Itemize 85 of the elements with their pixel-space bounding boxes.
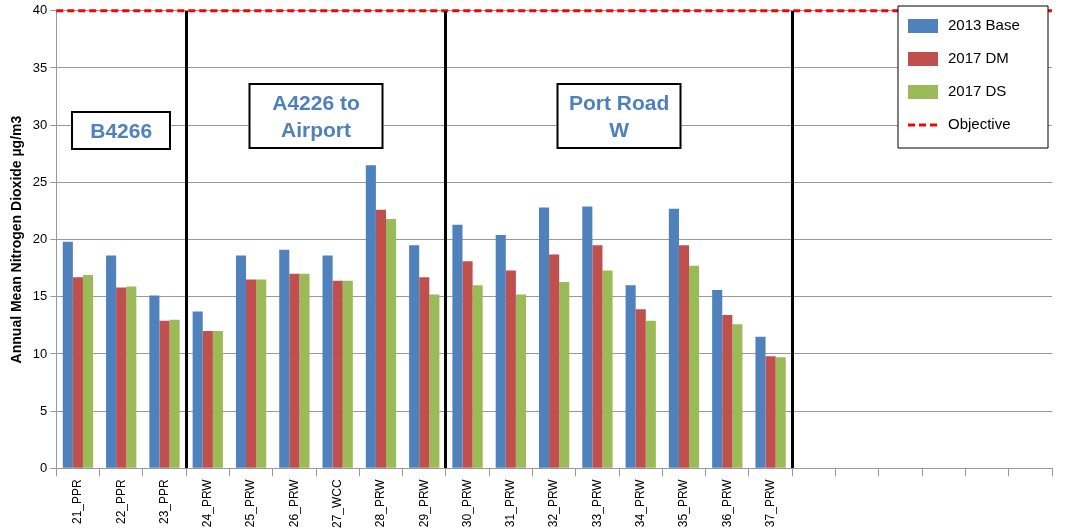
bar — [765, 356, 776, 468]
y-tick-label: 15 — [32, 288, 48, 304]
x-tick-label: 36_PRW — [719, 478, 734, 528]
bar — [342, 280, 353, 468]
legend-label: 2013 Base — [948, 16, 1020, 34]
x-tick-label: 26_PRW — [286, 478, 301, 528]
bar — [126, 286, 137, 468]
bar — [625, 285, 636, 468]
x-tick-label: 23_PPR — [156, 478, 171, 525]
bar — [559, 281, 570, 468]
bar — [419, 277, 430, 468]
x-tick-label: 30_PRW — [459, 478, 474, 528]
bar — [289, 273, 300, 468]
bar — [409, 245, 420, 468]
bar — [452, 224, 463, 468]
bar — [732, 324, 743, 468]
bar — [775, 357, 786, 468]
x-tick-label: 22_PPR — [113, 478, 128, 525]
bar — [62, 241, 73, 468]
x-tick-label: 21_PPR — [70, 478, 85, 525]
bar — [106, 255, 117, 468]
x-tick-label: 35_PRW — [676, 478, 691, 528]
x-tick-label: 32_PRW — [546, 478, 561, 528]
y-tick-label: 25 — [32, 173, 48, 189]
bar — [365, 165, 376, 468]
bar — [592, 245, 603, 468]
bar — [582, 206, 593, 468]
x-tick-label: 31_PRW — [503, 478, 518, 528]
y-tick-label: 0 — [40, 459, 48, 475]
y-tick-label: 40 — [32, 2, 48, 18]
bar — [678, 245, 690, 468]
y-tick-label: 20 — [32, 231, 48, 247]
bar — [689, 265, 700, 468]
bar — [538, 207, 550, 468]
bar — [505, 270, 516, 468]
x-tick-label: 37_PRW — [762, 478, 777, 528]
bar — [212, 331, 223, 468]
bar — [755, 336, 766, 468]
bar — [116, 287, 127, 468]
bar — [159, 320, 170, 468]
y-tick-label: 35 — [32, 59, 48, 75]
legend-label: 2017 DS — [948, 82, 1007, 100]
x-tick-label: 33_PRW — [589, 478, 604, 528]
x-tick-label: 34_PRW — [633, 478, 648, 528]
bar — [375, 209, 387, 468]
annotation: B4266 — [71, 110, 172, 150]
y-axis-title: Annual Mean Nitrogen Dioxide µg/m3 — [8, 115, 25, 364]
bar — [386, 218, 397, 468]
bar — [645, 320, 656, 468]
x-tick-label: 27_WCC — [329, 478, 344, 529]
bar — [668, 208, 679, 468]
x-tick-label: 24_PRW — [200, 478, 215, 528]
bar — [202, 331, 213, 468]
bar — [722, 315, 733, 468]
bar — [429, 294, 440, 468]
bar — [712, 289, 723, 468]
x-tick-label: 25_PRW — [243, 478, 258, 528]
bar — [495, 234, 506, 468]
x-tick-label: 29_PRW — [416, 478, 431, 528]
bar — [82, 275, 94, 468]
bar — [72, 277, 83, 468]
y-tick-label: 10 — [32, 345, 48, 361]
legend-label: 2017 DM — [948, 49, 1009, 67]
bar — [322, 255, 333, 468]
bar — [515, 294, 526, 468]
bar — [462, 261, 473, 468]
bar — [472, 285, 483, 468]
bar — [635, 309, 646, 468]
bar — [256, 279, 267, 468]
bar — [192, 311, 203, 468]
bar — [299, 273, 310, 468]
annotation: A4226 to Airport — [248, 82, 384, 149]
bar — [549, 254, 560, 468]
bar — [149, 295, 160, 468]
legend-label: Objective — [948, 115, 1011, 133]
y-tick-label: 5 — [40, 402, 48, 418]
bar — [169, 319, 180, 468]
bar — [332, 280, 343, 468]
x-tick-label: 28_PRW — [373, 478, 388, 528]
annotation: Port Road W — [556, 82, 682, 149]
bar — [279, 249, 290, 468]
bar — [246, 279, 257, 468]
bar — [235, 255, 247, 468]
bar — [602, 270, 613, 468]
y-tick-label: 30 — [32, 116, 48, 132]
